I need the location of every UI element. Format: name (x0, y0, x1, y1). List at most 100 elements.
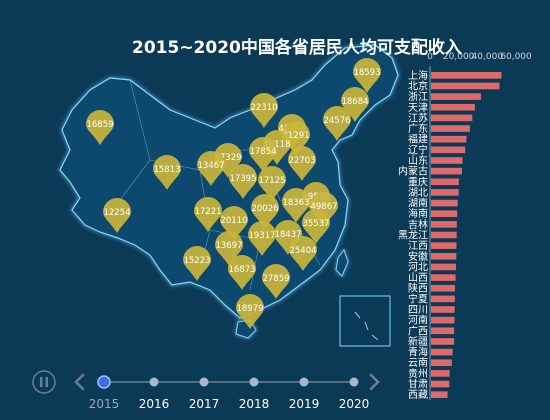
timeline-year-label[interactable]: 2020 (338, 397, 370, 411)
map-pin[interactable]: 18979 (236, 294, 264, 329)
pin-label: 16859 (86, 120, 113, 130)
timeline-year-label[interactable]: 2019 (288, 397, 320, 411)
pin-label: 15813 (153, 165, 180, 175)
bar[interactable] (431, 93, 481, 100)
bar[interactable] (431, 167, 462, 175)
map-pin[interactable]: 12254 (103, 198, 131, 233)
bar[interactable] (431, 135, 467, 143)
y-tick-label: 海南 (408, 207, 428, 220)
pin-marker (214, 143, 242, 178)
map-pin[interactable]: 22310 (250, 93, 278, 128)
bar[interactable] (431, 295, 455, 303)
timeline-point[interactable] (97, 375, 111, 389)
pause-button[interactable] (32, 370, 56, 394)
bar[interactable] (431, 189, 459, 196)
timeline-point[interactable] (249, 377, 259, 387)
map-pin[interactable]: 49867 (310, 192, 338, 227)
bar[interactable] (431, 338, 455, 345)
bar[interactable] (431, 231, 457, 239)
y-tick-label: 陕西 (408, 282, 428, 295)
bar[interactable] (431, 284, 455, 292)
map-pin[interactable]: 16873 (228, 255, 256, 290)
bar[interactable] (431, 380, 450, 388)
pin-marker (197, 151, 225, 186)
y-tick-label: 云南 (408, 356, 428, 369)
bar[interactable] (431, 146, 466, 154)
pin-marker (282, 188, 310, 223)
pin-label: 20026 (251, 204, 278, 214)
map-pin[interactable]: 20026 (251, 194, 279, 229)
bar[interactable] (431, 125, 470, 132)
map-pin[interactable]: 18593 (353, 58, 381, 93)
bar[interactable] (431, 359, 452, 367)
pin-marker (228, 255, 256, 290)
map-pin[interactable]: 15223 (183, 246, 211, 281)
x-tick-label: 40,000 (472, 52, 504, 62)
map-pin[interactable]: 17125 (258, 166, 286, 201)
chevron-right-icon[interactable] (369, 373, 380, 391)
map-pin[interactable]: 13467 (197, 151, 225, 186)
timeline-year-label[interactable]: 2018 (238, 397, 270, 411)
bar[interactable] (431, 370, 450, 377)
map-pin[interactable]: 16859 (86, 110, 114, 145)
bar[interactable] (431, 221, 457, 228)
bar[interactable] (431, 306, 455, 313)
timeline-year-label[interactable]: 2017 (188, 397, 220, 411)
map-pin[interactable]: 18437 (274, 220, 302, 255)
pin-label: 18118 (263, 140, 290, 150)
pin-marker (215, 231, 243, 266)
timeline-point[interactable] (349, 377, 359, 387)
pin-marker (323, 106, 351, 141)
bar[interactable] (431, 391, 448, 398)
map-pin[interactable]: 17221 (194, 197, 222, 232)
pin-marker (229, 164, 257, 199)
y-tick-label: 广东 (408, 122, 428, 135)
chevron-left-icon[interactable] (74, 373, 85, 391)
bar[interactable] (431, 316, 455, 324)
timeline-point[interactable] (149, 377, 159, 387)
bar[interactable] (431, 103, 475, 111)
timeline-point[interactable] (199, 377, 209, 387)
bar[interactable] (431, 263, 456, 271)
pin-marker (262, 264, 290, 299)
map-pin[interactable]: 17395 (229, 164, 257, 199)
bar[interactable] (431, 274, 456, 281)
map-pin[interactable]: 20110 (220, 206, 248, 241)
pin-marker (310, 192, 338, 227)
map-pin[interactable]: 35537 (302, 209, 330, 244)
timeline-year-label[interactable]: 2015 (88, 397, 120, 411)
y-tick-label: 天津 (408, 102, 428, 114)
timeline-point[interactable] (299, 377, 309, 387)
map-pin[interactable]: 25404 (289, 236, 317, 271)
pin-label: 17221 (194, 207, 221, 217)
bar[interactable] (431, 114, 473, 122)
map-pin[interactable]: 18363 (282, 188, 310, 223)
bar[interactable] (431, 348, 453, 356)
map-pin[interactable]: 17854 (249, 137, 277, 172)
pin-marker (302, 209, 330, 244)
bar[interactable] (431, 199, 458, 207)
map-pin[interactable]: 19317 (248, 221, 276, 256)
map-pin[interactable]: 22703 (288, 146, 316, 181)
bar[interactable] (431, 72, 502, 79)
map-pin[interactable]: 18118 (263, 130, 291, 165)
pin-label: 25404 (289, 246, 316, 256)
pin-marker (258, 166, 286, 201)
map-pin[interactable]: 13697 (215, 231, 243, 266)
bar[interactable] (431, 252, 457, 260)
map-pin[interactable]: 15813 (153, 155, 181, 190)
bar[interactable] (431, 157, 463, 164)
bar[interactable] (431, 242, 457, 249)
bar[interactable] (431, 210, 458, 218)
map-pin[interactable]: 24576 (323, 106, 351, 141)
bar[interactable] (431, 327, 455, 335)
map-pin[interactable]: 17329 (214, 143, 242, 178)
map-pin[interactable]: 27859 (262, 264, 290, 299)
timeline-year-label[interactable]: 2016 (138, 397, 170, 411)
map-pin[interactable]: 31291 (282, 121, 310, 156)
pin-label: 15223 (183, 256, 210, 266)
bar[interactable] (431, 178, 459, 186)
bar[interactable] (431, 82, 500, 90)
pin-label: 16873 (228, 265, 255, 275)
map-pin[interactable]: 18684 (341, 87, 369, 122)
